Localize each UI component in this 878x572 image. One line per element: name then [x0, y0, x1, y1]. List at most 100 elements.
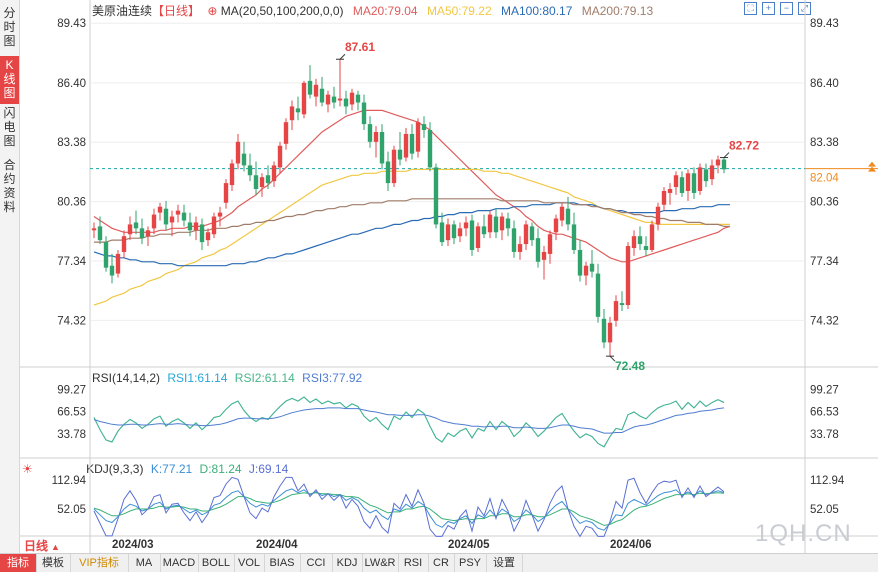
sidebar-tab-char: 合 — [3, 158, 16, 172]
candle-body — [505, 218, 511, 229]
candle-body — [565, 208, 571, 225]
candle-body — [127, 224, 133, 235]
zoom-out-icon[interactable]: − — [780, 2, 793, 15]
price-axis-label-left: 86.40 — [57, 78, 86, 90]
indicator-axis-label-left: 112.94 — [52, 475, 87, 487]
sidebar-tab[interactable]: 闪电图 — [0, 104, 19, 156]
bottom-tab[interactable]: BOLL — [198, 554, 235, 572]
candle-body — [223, 183, 229, 203]
candle-body — [553, 218, 559, 233]
candle-body — [385, 161, 391, 184]
plus-icon[interactable]: ⊕ — [207, 4, 218, 18]
rsi-header: RSI(14,14,2) RSI1:61.14 RSI2:61.14 RSI3:… — [92, 371, 362, 385]
indicator-axis-label-right: 66.53 — [810, 407, 839, 419]
bottom-tab[interactable]: LW&R — [362, 554, 399, 572]
candle-body — [157, 206, 163, 213]
candle-body — [631, 236, 637, 249]
price-axis-label-right: 74.32 — [810, 315, 839, 327]
rsi-label: RSI(14,14,2) — [92, 371, 161, 385]
low-annotation: 72.48 — [615, 359, 645, 373]
candle-body — [469, 220, 475, 250]
indicator-axis-label-right: 112.94 — [810, 475, 845, 487]
candle-body — [337, 98, 343, 101]
bottom-tab[interactable]: CR — [428, 554, 455, 572]
bottom-tab[interactable]: RSI — [398, 554, 429, 572]
sidebar-tab-char: K — [5, 58, 14, 72]
bottom-tab[interactable]: MACD — [160, 554, 199, 572]
kdj-header: ☀ KDJ(9,3,3) K:77.21 D:81.24 J:69.14 — [22, 462, 288, 476]
sidebar-tab[interactable]: 分时图 — [0, 4, 19, 54]
period-tag[interactable]: 【日线】 — [152, 4, 201, 18]
candle-body — [181, 212, 187, 221]
candle-body — [265, 175, 271, 184]
recent-high-annotation-pointer — [723, 152, 730, 158]
candle-body — [391, 149, 397, 184]
kdj-label: KDJ(9,3,3) — [86, 462, 144, 476]
kdj-j-line — [93, 476, 725, 538]
candle-body — [139, 228, 145, 239]
candle-body — [529, 226, 535, 241]
candle-body — [517, 244, 523, 252]
j-value: J:69.14 — [248, 462, 289, 476]
expand-icon[interactable]: ⛶ — [744, 2, 757, 15]
bottom-tab[interactable]: VIP指标 — [70, 554, 129, 572]
sidebar-tab-char: 时 — [3, 20, 16, 34]
candle-body — [343, 98, 349, 107]
period-button[interactable]: 日线 ▲ — [24, 537, 60, 554]
bottom-tab[interactable]: KDJ — [332, 554, 363, 572]
indicator-axis-label-right: 33.78 — [810, 429, 839, 441]
ma200-value: MA200:79.13 — [581, 4, 654, 18]
kdj-d-line — [93, 492, 725, 526]
bottom-tab[interactable]: PSY — [454, 554, 487, 572]
candle-body — [451, 224, 457, 239]
bottom-tab[interactable]: 模板 — [36, 554, 71, 572]
candle-body — [643, 246, 649, 250]
rsi3-value: RSI3:77.92 — [302, 371, 363, 385]
candle-body — [679, 177, 685, 193]
rsi2-line — [93, 396, 725, 448]
candle-body — [301, 82, 307, 115]
sidebar-tab-char: 约 — [3, 172, 16, 186]
candle-body — [433, 167, 439, 225]
candle-body — [109, 265, 115, 276]
date-axis-label: 2024/04 — [256, 539, 298, 551]
bottom-tab[interactable]: VOL — [234, 554, 265, 572]
bottom-tab[interactable]: 设置 — [486, 554, 523, 572]
candle-body — [613, 301, 619, 321]
rsi3-line — [93, 407, 725, 434]
candle-body — [475, 226, 481, 249]
candle-body — [277, 145, 283, 168]
period-button-label: 日线 — [24, 539, 49, 553]
recent-high-annotation: 82.72 — [729, 139, 759, 153]
ma50-value: MA50:79.22 — [426, 4, 492, 18]
price-axis-label-left: 74.32 — [57, 315, 86, 327]
zoom-in-icon[interactable]: + — [762, 2, 775, 15]
candle-body — [403, 133, 409, 158]
price-axis-label-right: 77.34 — [810, 256, 839, 268]
price-axis-label-right: 83.38 — [810, 137, 839, 149]
bottom-tab[interactable]: BIAS — [264, 554, 301, 572]
price-axis-label-left: 89.43 — [57, 18, 86, 30]
candle-body — [685, 173, 691, 191]
rsi2-value: RSI2:61.14 — [234, 371, 295, 385]
bottom-tab[interactable]: 指标 — [0, 554, 37, 572]
price-axis-label-left: 83.38 — [57, 137, 86, 149]
candle-body — [619, 303, 625, 306]
candle-body — [229, 163, 235, 186]
bottom-tab[interactable]: MA — [128, 554, 161, 572]
candle-body — [247, 165, 253, 176]
sidebar-tab[interactable]: 合约资料 — [0, 156, 19, 216]
indicator-axis-label-left: 52.05 — [57, 504, 86, 516]
candle-body — [439, 222, 445, 243]
ma100-value: MA100:80.17 — [501, 4, 573, 18]
candle-body — [199, 224, 205, 243]
candle-body — [721, 159, 727, 170]
bottom-tab[interactable]: CCI — [300, 554, 333, 572]
settings-sun-icon[interactable]: ☀ — [22, 462, 33, 476]
candle-body — [397, 149, 403, 160]
chart-canvas[interactable]: 89.43 89.43 86.40 86.40 83.38 83.38 80.36 80.36… — [0, 0, 878, 553]
double-arrow-icon[interactable] — [868, 161, 876, 172]
price-axis-label-left: 80.36 — [57, 197, 86, 209]
